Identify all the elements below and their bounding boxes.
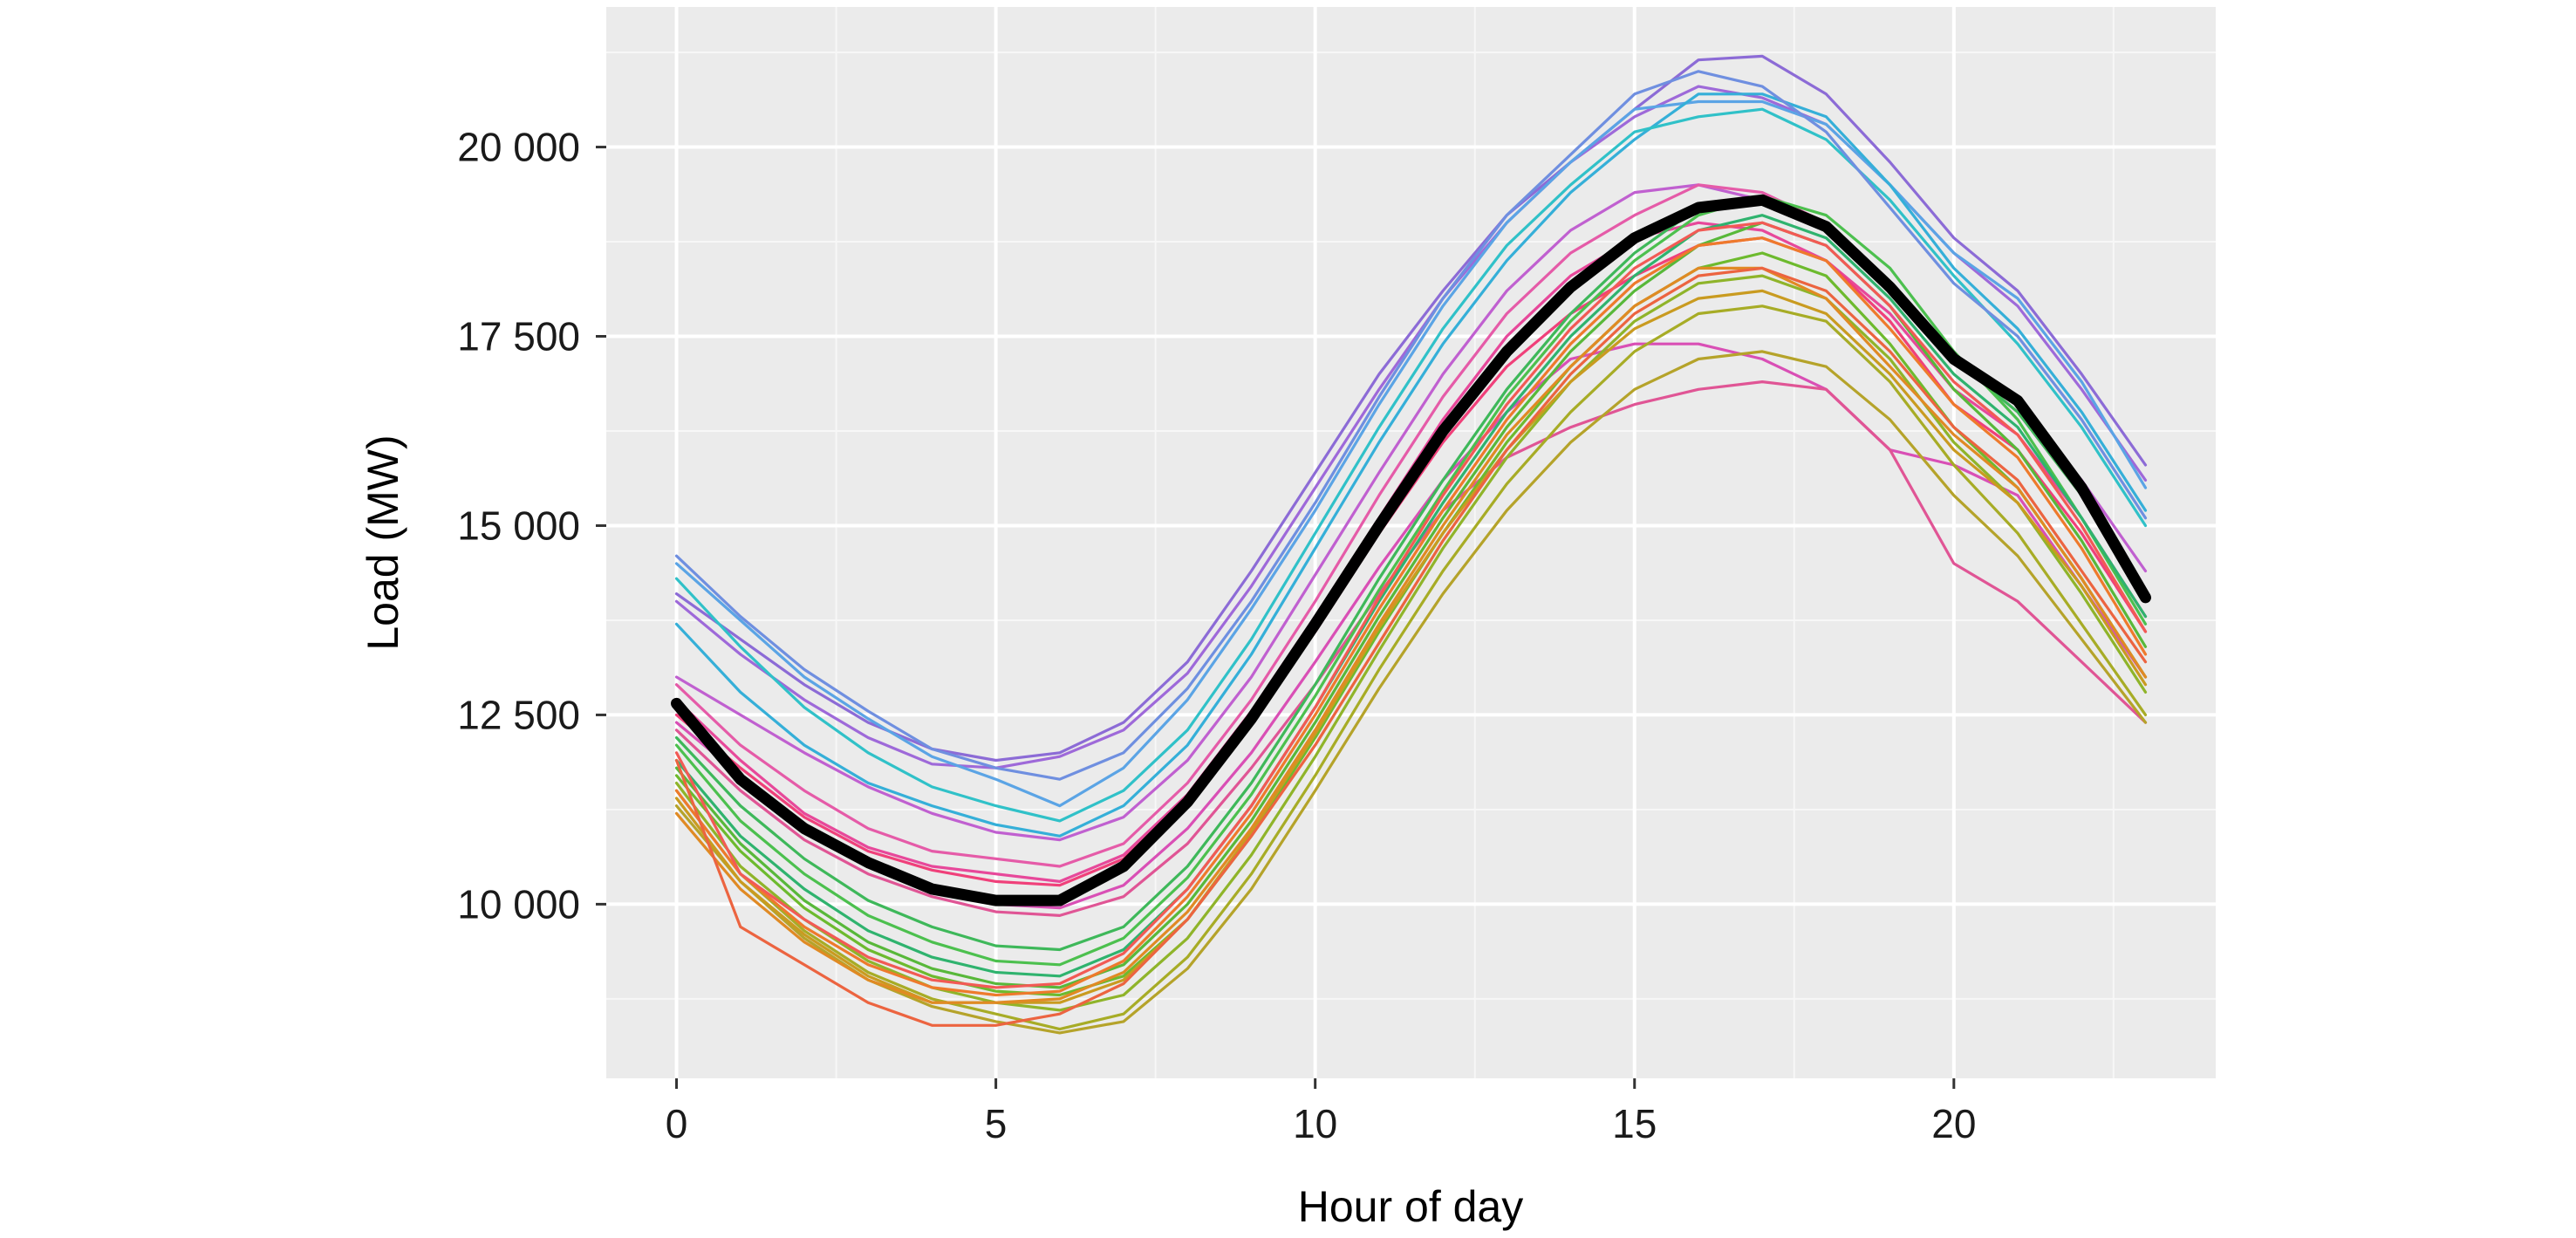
x-axis: 0 5 10 15 20 xyxy=(666,1078,1976,1146)
x-tick-label: 15 xyxy=(1612,1101,1657,1146)
x-tick-label: 0 xyxy=(666,1101,688,1146)
x-tick-label: 10 xyxy=(1293,1101,1337,1146)
y-tick-label: 12 500 xyxy=(457,692,580,737)
series-line-day-1 xyxy=(674,54,2148,763)
y-axis-title: Load (MW) xyxy=(359,434,407,650)
x-tick-label: 20 xyxy=(1931,1101,1976,1146)
x-axis-title: Hour of day xyxy=(1298,1182,1523,1231)
y-axis: 10 000 12 500 15 000 17 500 20 000 xyxy=(457,125,606,927)
y-tick-label: 17 500 xyxy=(457,314,580,359)
series-line-day-5 xyxy=(674,107,2148,823)
series-lines xyxy=(674,54,2148,1035)
series-line-day-24 xyxy=(674,266,2148,1027)
series-line-day-20 xyxy=(674,350,2148,1035)
series-line-day-15 xyxy=(674,214,2148,978)
series-line-day-14 xyxy=(674,195,2148,967)
series-line-day-19 xyxy=(674,304,2148,1031)
series-line-day-4 xyxy=(674,92,2148,838)
mean-series-line xyxy=(671,194,2151,906)
series-line-day-23 xyxy=(674,236,2148,997)
y-tick-label: 15 000 xyxy=(457,503,580,548)
series-line-day-25 xyxy=(674,221,2148,989)
x-tick-label: 5 xyxy=(985,1101,1008,1146)
series-line-day-22 xyxy=(674,266,2148,1004)
mean-line-group xyxy=(671,194,2151,906)
y-tick-label: 10 000 xyxy=(457,881,580,927)
grid-minor xyxy=(606,7,2216,1078)
series-line-day-6 xyxy=(674,70,2148,781)
y-tick-label: 20 000 xyxy=(457,125,580,170)
series-line-day-3 xyxy=(674,99,2148,808)
